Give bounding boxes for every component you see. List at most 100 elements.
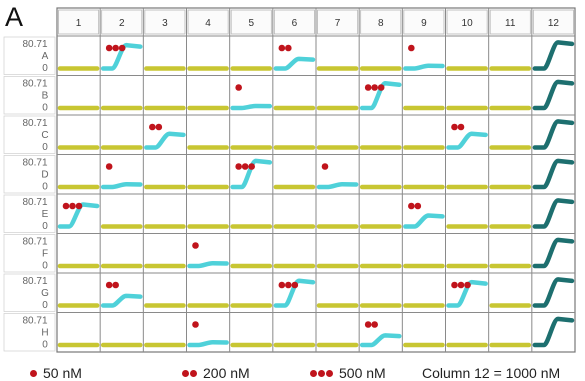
concentration-marker: [192, 242, 199, 249]
column-header-cell: [144, 9, 186, 35]
concentration-marker: [285, 281, 292, 289]
concentration-marker: [105, 163, 113, 170]
legend-column12-note: Column 12 = 1000 nM: [422, 365, 561, 381]
legend-item-200nm: 200 nM: [182, 365, 250, 381]
column-header-label: 6: [292, 18, 298, 29]
concentration-marker: [155, 123, 163, 131]
row-label-cell: [3, 76, 56, 115]
column-header-label: 1: [76, 18, 82, 29]
concentration-marker: [105, 44, 113, 52]
column12-binding-curve: [532, 40, 575, 71]
concentration-marker: [364, 321, 372, 328]
binding-curve: [359, 333, 402, 348]
row-label: A: [42, 51, 49, 62]
row-label-cell: [3, 273, 56, 312]
legend-item-500nm: 500 nM: [310, 365, 386, 381]
column-header-label: 10: [462, 18, 474, 29]
y-min-label: 0: [42, 300, 48, 311]
binding-curve: [187, 340, 229, 348]
column-header-label: 2: [119, 18, 125, 29]
concentration-marker: [285, 44, 292, 52]
concentration-marker: [457, 123, 465, 131]
binding-curve: [230, 158, 273, 190]
y-min-label: 0: [42, 340, 48, 351]
column-header-label: 12: [548, 18, 560, 29]
legend-item-50nm: 50 nM: [30, 365, 82, 381]
column-header-cell: [317, 9, 359, 35]
legend-marker-2-dots: [182, 369, 198, 377]
y-min-label: 0: [42, 221, 48, 232]
column-header-cell: [101, 9, 143, 35]
row-label: H: [41, 328, 48, 339]
column-header-cell: [489, 9, 531, 35]
concentration-marker: [112, 281, 119, 289]
concentration-marker: [464, 281, 471, 289]
column12-binding-curve: [532, 158, 575, 190]
binding-curve: [100, 293, 143, 308]
row-label-cell: [3, 234, 56, 273]
row-label: C: [41, 130, 48, 141]
binding-curve: [57, 202, 100, 229]
concentration-marker: [457, 281, 465, 289]
concentration-marker: [192, 321, 199, 328]
concentration-marker: [278, 44, 286, 52]
column-header-cell: [230, 9, 272, 35]
y-max-label: 80.71: [22, 276, 47, 287]
concentration-marker: [451, 123, 458, 131]
column-header-label: 9: [421, 18, 427, 29]
column-header-label: 11: [505, 18, 516, 29]
legend-label-50nm: 50 nM: [43, 365, 82, 381]
binding-curve: [273, 278, 316, 308]
column-header-label: 8: [378, 18, 384, 29]
binding-curve: [187, 261, 229, 269]
binding-curve: [446, 279, 488, 308]
concentration-marker: [451, 281, 458, 289]
concentration-marker: [235, 84, 242, 91]
binding-curve: [144, 131, 186, 150]
concentration-marker: [278, 281, 286, 289]
column-header-cell: [360, 9, 402, 35]
row-label-cell: [3, 313, 56, 352]
concentration-marker: [408, 202, 415, 210]
y-max-label: 80.71: [22, 39, 47, 50]
legend-marker-3-dots: [310, 369, 334, 377]
binding-curve: [446, 131, 488, 150]
column12-binding-curve: [532, 316, 575, 348]
concentration-marker: [69, 202, 76, 210]
binding-curve: [100, 182, 143, 190]
concentration-marker: [75, 202, 83, 210]
row-label: B: [42, 91, 49, 102]
column-header-label: 4: [205, 18, 211, 29]
row-label: G: [41, 288, 49, 299]
column-header-cell: [446, 9, 488, 35]
concentration-marker: [149, 123, 156, 131]
legend-label-500nm: 500 nM: [339, 365, 386, 381]
concentration-marker: [321, 163, 329, 170]
y-max-label: 80.71: [22, 158, 47, 169]
y-min-label: 0: [42, 142, 48, 153]
binding-curve: [403, 63, 445, 71]
panel-label: A: [5, 2, 24, 32]
column-header-cell: [187, 9, 229, 35]
column-header-cell: [273, 9, 315, 35]
concentration-marker: [371, 321, 378, 328]
row-label: D: [41, 170, 48, 181]
binding-curve: [230, 103, 273, 111]
row-label-cell: [3, 115, 56, 154]
column-header-label: 7: [335, 18, 341, 29]
binding-curve: [359, 81, 402, 111]
y-min-label: 0: [42, 63, 48, 74]
concentration-marker: [371, 84, 378, 91]
row-label-cell: [3, 194, 56, 233]
concentration-marker: [377, 84, 385, 91]
y-min-label: 0: [42, 261, 48, 272]
concentration-marker: [408, 44, 415, 52]
legend-marker-1-dot: [30, 369, 38, 377]
concentration-marker: [414, 202, 422, 210]
binding-curve: [403, 213, 445, 229]
y-max-label: 80.71: [22, 197, 47, 208]
column12-binding-curve: [532, 237, 575, 269]
y-max-label: 80.71: [22, 237, 47, 248]
column12-binding-curve: [532, 119, 575, 150]
binding-curve: [316, 182, 359, 190]
